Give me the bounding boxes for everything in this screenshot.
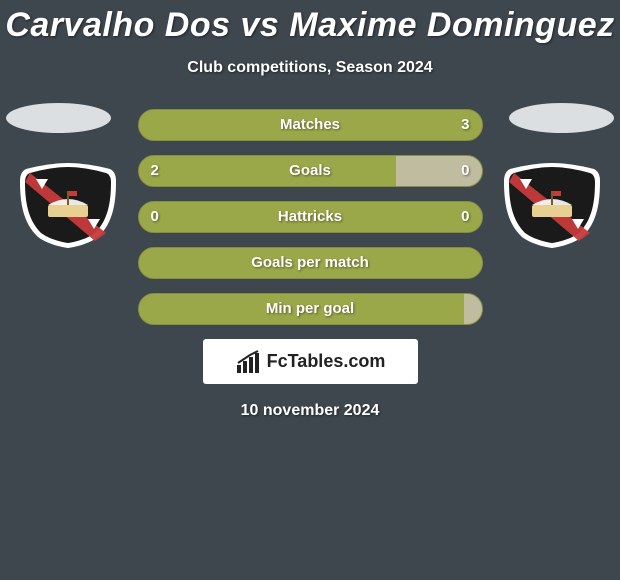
club-badge-left <box>18 163 118 248</box>
page-subtitle: Club competitions, Season 2024 <box>0 59 620 77</box>
stat-bar-fill-right <box>464 294 481 324</box>
stat-bars: Matches3 Goals20 Hattricks00 Goals per matc… <box>138 109 483 325</box>
fctables-icon <box>235 349 261 375</box>
stat-bar-row: Min per goal <box>138 293 483 325</box>
stat-bar-fill-left <box>139 248 482 278</box>
stat-bar-row: Goals per match <box>138 247 483 279</box>
stat-bar-fill-left <box>139 294 465 324</box>
club-badge-right <box>502 163 602 248</box>
stat-bar-fill-left <box>139 156 396 186</box>
stat-bar-row: Matches3 <box>138 109 483 141</box>
branding-box: FcTables.com <box>203 339 418 384</box>
player-right-photo-placeholder <box>509 103 614 133</box>
player-left-photo-placeholder <box>6 103 111 133</box>
stat-bar-fill-left <box>139 202 482 232</box>
stat-bar-row: Hattricks00 <box>138 201 483 233</box>
page-title: Carvalho Dos vs Maxime Dominguez <box>0 0 620 45</box>
branding-text: FcTables.com <box>267 351 386 372</box>
footer-date: 10 november 2024 <box>0 402 620 420</box>
comparison-content: Matches3 Goals20 Hattricks00 Goals per matc… <box>0 109 620 420</box>
stat-bar-row: Goals20 <box>138 155 483 187</box>
stat-bar-fill-right <box>396 156 482 186</box>
stat-bar-fill-left <box>139 110 482 140</box>
